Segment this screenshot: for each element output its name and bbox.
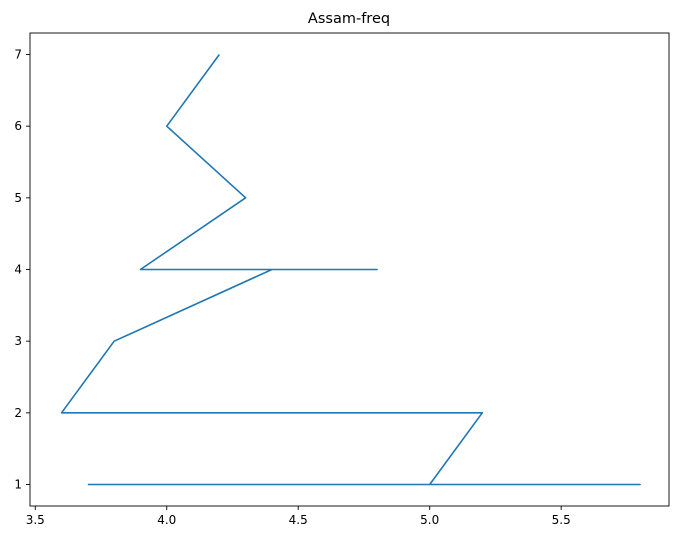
x-tick-label: 5.5 xyxy=(552,513,571,527)
x-tick-label: 4.5 xyxy=(289,513,308,527)
y-tick-label: 7 xyxy=(14,48,22,62)
x-tick-label: 4.0 xyxy=(157,513,176,527)
series-line xyxy=(60,54,641,486)
y-tick-label: 1 xyxy=(14,478,22,492)
x-tick-label: 3.5 xyxy=(26,513,45,527)
x-axis: 3.5 4.0 4.5 5.0 5.5 xyxy=(26,506,571,527)
y-tick-label: 2 xyxy=(14,406,22,420)
y-tick-label: 6 xyxy=(14,119,22,133)
chart-title: Assam-freq xyxy=(308,11,390,27)
x-tick-label: 5.0 xyxy=(420,513,439,527)
series-layer xyxy=(60,54,641,486)
y-tick-label: 3 xyxy=(14,334,22,348)
y-axis: 1 2 3 4 5 6 7 xyxy=(14,48,30,492)
y-tick-label: 4 xyxy=(14,263,22,277)
y-tick-label: 5 xyxy=(14,191,22,205)
